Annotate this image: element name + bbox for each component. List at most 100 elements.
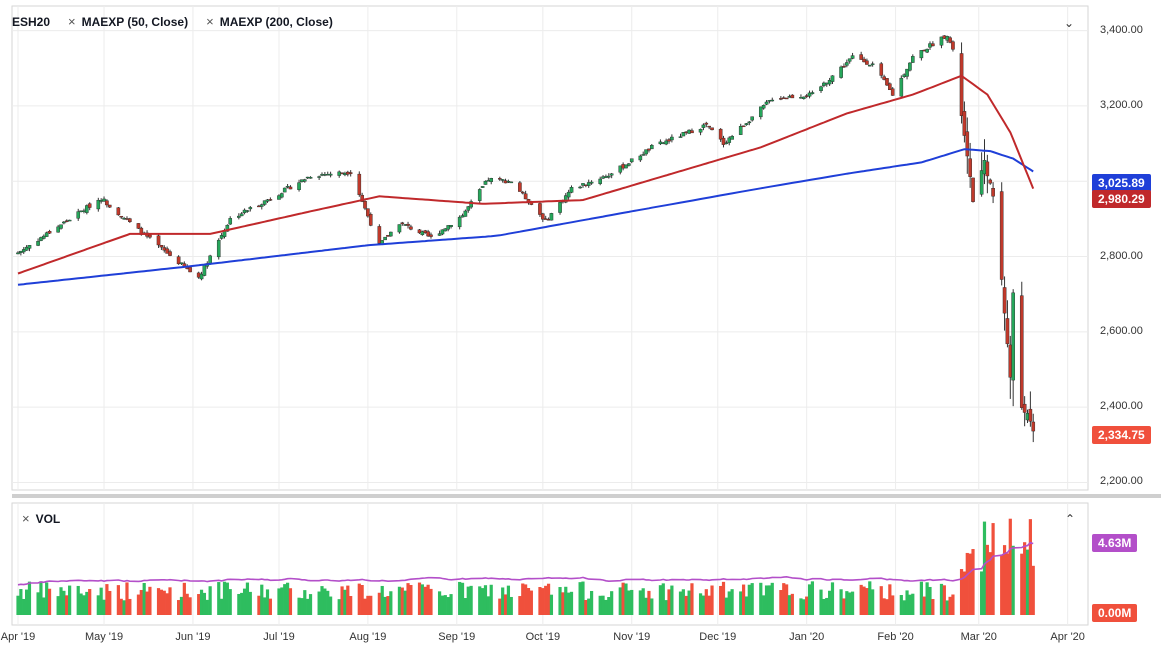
- candle-body: [119, 215, 124, 218]
- volume-bar: [440, 595, 445, 615]
- volume-bar: [199, 589, 204, 615]
- volume-bar: [320, 586, 324, 615]
- candle-body: [667, 139, 671, 142]
- volume-bar: [79, 593, 83, 615]
- volume-bar: [498, 598, 502, 615]
- volume-bar: [65, 595, 69, 615]
- volume-bar: [366, 595, 370, 615]
- volume-bar: [859, 584, 863, 615]
- candle-body: [42, 235, 46, 239]
- volume-bar: [707, 595, 711, 615]
- volume-bar: [661, 583, 665, 615]
- candle-body: [449, 225, 453, 227]
- candle-body: [328, 173, 333, 176]
- x-tick-label: Nov '19: [613, 631, 651, 643]
- volume-bar: [105, 584, 109, 615]
- volume-bar: [942, 585, 946, 615]
- volume-bar: [27, 581, 32, 615]
- candle-body: [908, 62, 912, 71]
- x-tick-label: Sep '19: [438, 631, 476, 643]
- volume-bar: [148, 586, 152, 615]
- volume-bar: [501, 587, 505, 615]
- candle-body: [165, 248, 169, 254]
- x-tick-label: Mar '20: [960, 631, 997, 643]
- legend-ma50[interactable]: × MAEXP (50, Close): [68, 14, 188, 29]
- candle-body: [1028, 408, 1033, 422]
- candle-body: [850, 55, 855, 59]
- candle-body: [598, 178, 602, 184]
- ma200-price-badge: 3,025.89: [1092, 174, 1151, 192]
- volume-bar: [681, 589, 685, 615]
- volume-bar: [417, 582, 422, 615]
- candle-body: [297, 182, 301, 190]
- candle-body: [578, 186, 582, 189]
- candle-body: [523, 193, 528, 200]
- volume-bar: [980, 571, 984, 615]
- volume-bar: [902, 600, 906, 615]
- volume-bar: [650, 598, 654, 615]
- volume-bar: [397, 586, 402, 615]
- legend-ma200[interactable]: × MAEXP (200, Close): [206, 14, 333, 29]
- candle-body: [237, 215, 241, 218]
- candle-body: [968, 158, 972, 177]
- volume-bar: [423, 586, 427, 615]
- candle-body: [647, 148, 651, 151]
- volume-bar: [82, 595, 86, 615]
- candle-body: [839, 66, 843, 78]
- candle-body: [446, 225, 450, 230]
- volume-ma-line: [17, 541, 1034, 586]
- volume-bar: [108, 590, 112, 615]
- volume-bar: [644, 597, 648, 615]
- volume-bar: [526, 587, 531, 615]
- volume-bar: [624, 583, 628, 615]
- volume-bar: [569, 591, 574, 615]
- volume-bar: [323, 588, 327, 615]
- chevron-down-icon[interactable]: ⌄: [1064, 16, 1075, 30]
- candle-body: [939, 36, 944, 46]
- candle-body: [589, 181, 594, 184]
- candle-body: [366, 208, 370, 217]
- volume-bar: [260, 584, 264, 615]
- candle-body: [618, 165, 623, 173]
- candle-body: [664, 140, 668, 145]
- volume-bar: [850, 591, 855, 615]
- volume-bar: [911, 593, 915, 615]
- candle-body: [971, 177, 975, 202]
- candle-body: [638, 155, 643, 161]
- close-icon[interactable]: ×: [206, 14, 214, 29]
- candle-body: [1005, 318, 1010, 345]
- candle-body: [498, 178, 502, 180]
- volume-bar: [931, 599, 935, 615]
- candle-body: [882, 76, 886, 80]
- volume-bar: [363, 598, 367, 615]
- volume-bar: [443, 595, 447, 615]
- candle-body: [764, 101, 769, 105]
- volume-bar: [429, 588, 433, 615]
- volume-bar: [469, 585, 473, 615]
- candle-body: [627, 163, 631, 166]
- close-icon[interactable]: ×: [68, 14, 76, 29]
- volume-bar: [1028, 519, 1032, 615]
- candle-body: [102, 198, 106, 202]
- volume-bar: [481, 588, 485, 615]
- candle-body: [707, 125, 711, 128]
- volume-bar: [567, 592, 571, 615]
- volume-bar: [185, 593, 189, 615]
- volume-bar: [197, 594, 201, 615]
- x-tick-label: Oct '19: [525, 631, 561, 643]
- legend-symbol[interactable]: ESH20: [12, 15, 50, 29]
- candle-body: [888, 83, 892, 91]
- volume-bar: [678, 591, 683, 615]
- volume-bar: [638, 590, 642, 615]
- volume-bar: [928, 586, 932, 615]
- candle-body: [406, 223, 410, 226]
- close-icon[interactable]: ×: [22, 511, 30, 526]
- candle-body: [245, 210, 250, 212]
- candle-body: [847, 58, 852, 62]
- candle-body: [845, 62, 849, 66]
- volume-bar: [458, 581, 462, 615]
- volume-legend: × VOL: [22, 511, 60, 526]
- chevron-up-icon[interactable]: ⌃: [1065, 512, 1076, 526]
- candle-body: [47, 231, 52, 234]
